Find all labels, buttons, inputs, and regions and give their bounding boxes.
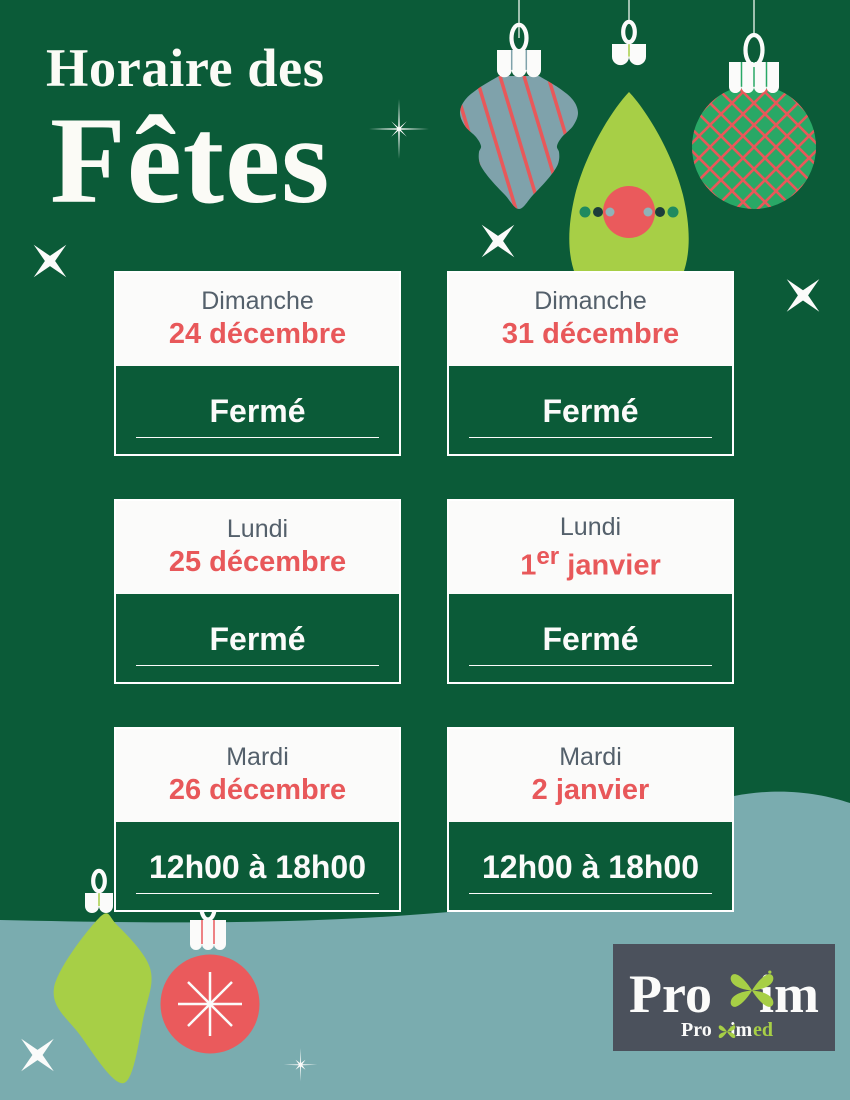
svg-text:Pro: Pro bbox=[681, 1019, 712, 1041]
svg-text:ed: ed bbox=[753, 1019, 773, 1041]
svg-text:Pro: Pro bbox=[629, 964, 712, 1024]
svg-text:im: im bbox=[759, 964, 819, 1024]
